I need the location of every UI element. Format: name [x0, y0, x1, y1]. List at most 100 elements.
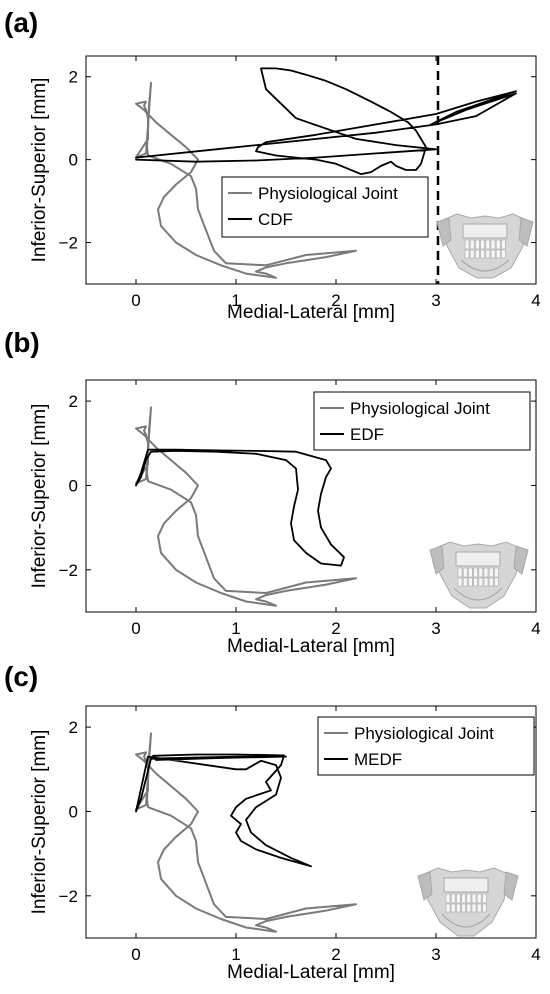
left-ramus	[417, 871, 433, 901]
upper-tooth	[485, 239, 491, 250]
x-tick-label: 3	[431, 945, 440, 964]
legend-entry: Physiological Joint	[350, 399, 490, 418]
panel-label: (b)	[4, 327, 40, 358]
lower-tooth	[488, 577, 494, 587]
maxilla	[462, 223, 508, 239]
left-ramus	[429, 545, 445, 575]
skull-illustration	[417, 867, 519, 937]
legend-box	[221, 176, 429, 238]
upper-tooth	[466, 893, 472, 904]
x-tick-label: 2	[331, 291, 340, 310]
x-tick-label: 4	[531, 619, 540, 638]
skull-illustration	[436, 213, 534, 279]
y-tick-label: −2	[59, 887, 78, 906]
series-line-cdf	[135, 67, 517, 176]
lower-tooth	[466, 903, 472, 913]
lower-tooth	[450, 903, 456, 913]
lower-tooth	[494, 577, 499, 587]
lower-tooth	[475, 249, 480, 259]
lower-tooth	[482, 903, 487, 913]
upper-tooth	[457, 567, 463, 578]
upper-tooth	[495, 239, 501, 250]
legend-entry: CDF	[258, 210, 293, 229]
lower-tooth	[461, 903, 466, 913]
legend-entry: Physiological Joint	[258, 184, 398, 203]
plot-area	[135, 732, 357, 933]
legend-entry: Physiological Joint	[354, 724, 494, 743]
upper-tooth	[482, 893, 487, 904]
x-axis-label: Medial-Lateral [mm]	[227, 962, 395, 983]
x-tick-label: 3	[431, 619, 440, 638]
left-ramus	[436, 217, 452, 247]
x-tick-label: 4	[531, 291, 540, 310]
lower-tooth	[471, 903, 477, 913]
y-tick-label: 2	[69, 392, 78, 411]
panel-c: (c) 0 1 2 3 4 2 0 −2 Medial-Lateral [mm] Inferior-…	[4, 661, 541, 983]
lower-tooth	[480, 249, 485, 259]
lower-tooth	[468, 577, 473, 587]
panel-a: (a) 0 1 2 3 4 2 0 −2 Medial-Lateral [mm] Inferior-…	[4, 7, 541, 323]
y-axis-label: Inferior-Superior [mm]	[29, 404, 50, 589]
lower-tooth	[478, 577, 484, 587]
y-tick-label: 0	[69, 802, 78, 821]
y-tick-label: 2	[69, 68, 78, 87]
upper-tooth	[488, 567, 494, 578]
lower-tooth	[462, 577, 468, 587]
lower-tooth	[483, 577, 489, 587]
series-line-physiological	[135, 406, 357, 607]
series-line-medf	[135, 753, 312, 868]
y-tick-label: 0	[69, 476, 78, 495]
x-tick-label: 0	[131, 291, 140, 310]
maxilla	[443, 877, 489, 893]
y-tick-label: −2	[59, 561, 78, 580]
upper-tooth	[475, 239, 480, 250]
lower-tooth	[469, 249, 475, 259]
y-axis-label: Inferior-Superior [mm]	[29, 730, 50, 915]
x-tick-label: 2	[331, 619, 340, 638]
lower-tooth	[445, 903, 451, 913]
upper-tooth	[501, 239, 506, 250]
x-axis-label: Medial-Lateral [mm]	[227, 636, 395, 657]
upper-tooth	[469, 239, 475, 250]
lower-tooth	[464, 249, 470, 259]
panel-label: (c)	[4, 661, 38, 692]
right-ramus	[503, 871, 519, 901]
x-tick-label: 0	[131, 619, 140, 638]
legend-box	[313, 391, 531, 451]
lower-tooth	[457, 577, 463, 587]
lower-tooth	[501, 249, 506, 259]
upper-tooth	[461, 893, 466, 904]
upper-tooth	[468, 567, 473, 578]
upper-tooth	[471, 893, 477, 904]
upper-tooth	[445, 893, 451, 904]
plot-frame	[85, 55, 537, 285]
lower-tooth	[495, 249, 501, 259]
legend-entry: MEDF	[354, 750, 402, 769]
upper-tooth	[473, 567, 478, 578]
upper-tooth	[494, 567, 499, 578]
upper-tooth	[456, 893, 461, 904]
mandible-line	[453, 587, 503, 601]
right-ramus	[513, 545, 529, 575]
plot-area	[135, 56, 517, 284]
x-tick-label: 2	[331, 945, 340, 964]
skull-illustration	[429, 541, 529, 609]
panel-label: (a)	[4, 7, 38, 38]
x-tick-label: 1	[231, 291, 240, 310]
mandible-line	[460, 259, 510, 272]
mandible-line	[441, 913, 491, 928]
upper-tooth	[483, 567, 489, 578]
x-tick-label: 1	[231, 619, 240, 638]
series-line-physiological	[135, 81, 357, 279]
x-tick-label: 1	[231, 945, 240, 964]
upper-tooth	[450, 893, 456, 904]
upper-tooth	[478, 567, 484, 578]
y-axis-label: Inferior-Superior [mm]	[29, 78, 50, 263]
plot-frame	[85, 705, 537, 939]
y-tick-label: −2	[59, 234, 78, 253]
upper-tooth	[462, 567, 468, 578]
legend-entry: EDF	[350, 425, 384, 444]
y-tick-label: 0	[69, 151, 78, 170]
upper-tooth	[464, 239, 470, 250]
y-tick-label: 2	[69, 718, 78, 737]
